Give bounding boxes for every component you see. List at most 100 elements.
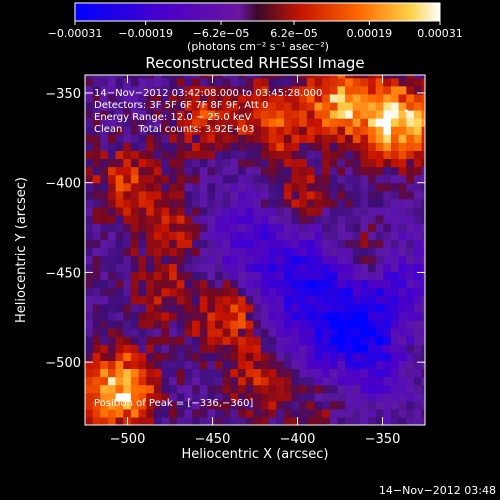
heatmap-cell bbox=[276, 190, 285, 200]
heatmap-cell bbox=[375, 75, 384, 79]
heatmap-cell bbox=[306, 376, 316, 386]
heatmap-cell bbox=[375, 279, 384, 289]
heatmap-cell bbox=[138, 416, 147, 425]
heatmap-cell bbox=[352, 110, 361, 119]
heatmap-cell bbox=[306, 247, 316, 256]
heatmap-cell bbox=[360, 126, 369, 135]
heatmap-cell bbox=[222, 408, 231, 418]
heatmap-cell bbox=[153, 311, 163, 321]
heatmap-cell bbox=[329, 400, 339, 410]
heatmap-cell bbox=[146, 85, 155, 95]
heatmap-cell bbox=[100, 134, 109, 143]
heatmap-cell bbox=[215, 166, 224, 176]
heatmap-cell bbox=[115, 263, 124, 273]
heatmap-cell bbox=[245, 101, 254, 111]
heatmap-cell bbox=[299, 231, 308, 240]
heatmap-cell bbox=[337, 223, 346, 232]
heatmap-cell bbox=[184, 360, 193, 370]
heatmap-cell bbox=[230, 344, 239, 353]
heatmap-cell bbox=[199, 182, 208, 192]
heatmap-cell bbox=[329, 392, 339, 402]
heatmap-cell bbox=[192, 408, 201, 418]
heatmap-cell bbox=[391, 215, 400, 224]
heatmap-cell bbox=[260, 206, 270, 216]
heatmap-cell bbox=[398, 328, 407, 337]
heatmap-cell bbox=[92, 182, 101, 192]
heatmap-cell bbox=[138, 110, 147, 119]
heatmap-cell bbox=[253, 158, 262, 168]
heatmap-cell bbox=[123, 279, 132, 289]
heatmap-cell bbox=[283, 93, 293, 103]
heatmap-cell bbox=[314, 101, 323, 111]
heatmap-cell bbox=[306, 174, 316, 184]
heatmap-cell bbox=[138, 336, 147, 345]
heatmap-cell bbox=[176, 118, 186, 127]
heatmap-cell bbox=[146, 247, 155, 256]
heatmap-cell bbox=[383, 344, 392, 353]
heatmap-cell bbox=[153, 255, 163, 265]
heatmap-cell bbox=[92, 408, 101, 418]
heatmap-cell bbox=[391, 75, 400, 79]
heatmap-cell bbox=[169, 392, 178, 402]
heatmap-cell bbox=[337, 93, 346, 103]
heatmap-cell bbox=[391, 352, 400, 361]
heatmap-cell bbox=[329, 215, 339, 224]
heatmap-cell bbox=[199, 166, 208, 176]
heatmap-cell bbox=[322, 255, 331, 265]
heatmap-cell bbox=[291, 166, 300, 176]
heatmap-cell bbox=[413, 93, 423, 103]
heatmap-cell bbox=[230, 328, 239, 337]
heatmap-cell bbox=[276, 206, 285, 216]
heatmap-cell bbox=[421, 408, 425, 418]
heatmap-cell bbox=[153, 344, 163, 353]
heatmap-cell bbox=[153, 142, 163, 151]
heatmap-cell bbox=[398, 247, 407, 256]
heatmap-cell bbox=[360, 392, 369, 402]
heatmap-cell bbox=[215, 75, 224, 79]
heatmap-cell bbox=[375, 158, 384, 168]
heatmap-cell bbox=[130, 77, 140, 87]
heatmap-cell bbox=[115, 384, 124, 394]
heatmap-cell bbox=[115, 231, 124, 240]
heatmap-cell bbox=[123, 166, 132, 176]
heatmap-cell bbox=[413, 368, 423, 378]
heatmap-cell bbox=[345, 150, 354, 160]
heatmap-cell bbox=[421, 190, 425, 200]
heatmap-cell bbox=[115, 279, 124, 289]
heatmap-cell bbox=[283, 263, 293, 273]
heatmap-cell bbox=[276, 198, 285, 208]
heatmap-cell bbox=[161, 303, 170, 313]
heatmap-cell bbox=[192, 150, 201, 160]
heatmap-cell bbox=[398, 295, 407, 305]
heatmap-cell bbox=[314, 142, 323, 151]
heatmap-cell bbox=[153, 150, 163, 160]
heatmap-cell bbox=[153, 174, 163, 184]
heatmap-cell bbox=[299, 182, 308, 192]
heatmap-cell bbox=[260, 134, 270, 143]
heatmap-cell bbox=[368, 279, 377, 289]
heatmap-cell bbox=[238, 295, 247, 305]
heatmap-cell bbox=[268, 93, 277, 103]
heatmap-cell bbox=[299, 271, 308, 281]
heatmap-cell bbox=[100, 287, 109, 297]
heatmap-cell bbox=[345, 93, 354, 103]
heatmap-cell bbox=[368, 255, 377, 265]
heatmap-cell bbox=[291, 392, 300, 402]
heatmap-cell bbox=[322, 215, 331, 224]
heatmap-cell bbox=[199, 198, 208, 208]
heatmap-cell bbox=[92, 93, 101, 103]
heatmap-cell bbox=[230, 158, 239, 168]
heatmap-cell bbox=[268, 198, 277, 208]
heatmap-cell bbox=[421, 320, 425, 329]
heatmap-cell bbox=[161, 231, 170, 240]
heatmap-cell bbox=[329, 77, 339, 87]
heatmap-cell bbox=[222, 400, 231, 410]
heatmap-cell bbox=[85, 344, 94, 353]
heatmap-cell bbox=[421, 93, 425, 103]
heatmap-cell bbox=[107, 408, 117, 418]
heatmap-cell bbox=[391, 231, 400, 240]
heatmap-cell bbox=[138, 231, 147, 240]
heatmap-cell bbox=[337, 344, 346, 353]
heatmap-cell bbox=[375, 255, 384, 265]
heatmap-cell bbox=[391, 110, 400, 119]
